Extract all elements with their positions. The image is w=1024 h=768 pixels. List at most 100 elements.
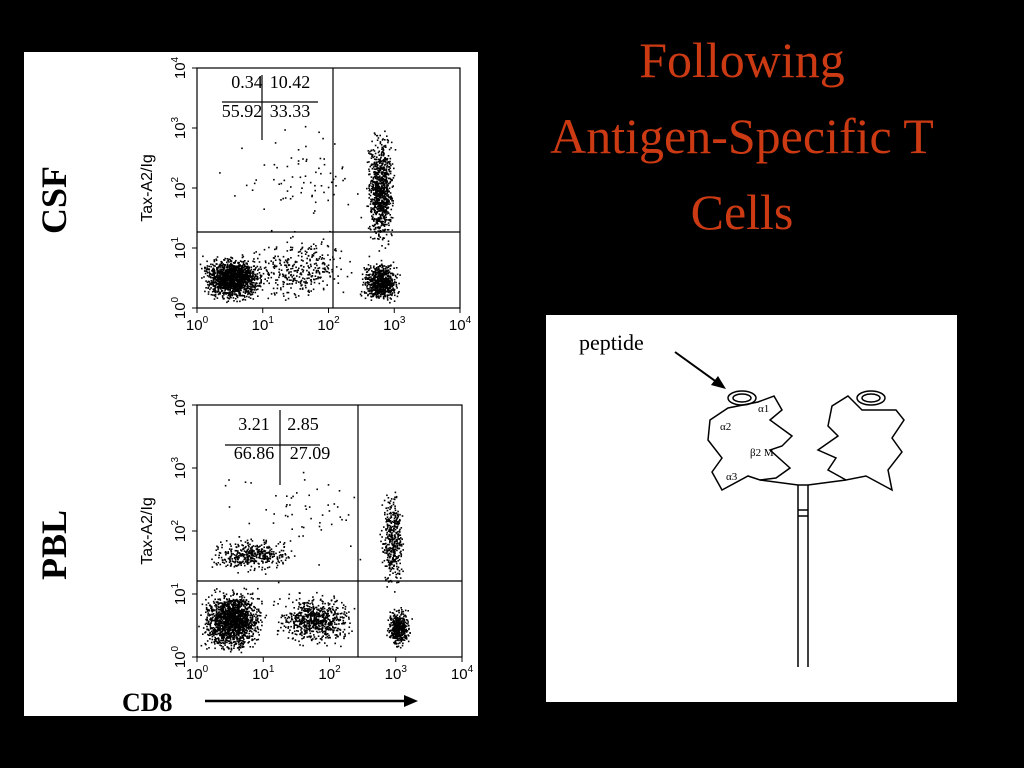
event-dot [227,266,229,269]
event-dot [213,269,216,272]
event-dot [318,273,321,275]
event-dot [300,272,302,274]
event-dot [390,196,393,199]
event-dot [267,297,270,300]
event-dot [282,255,285,258]
event-dot [310,245,312,248]
event-dot [224,279,226,281]
event-dot [213,290,215,292]
event-dot [208,284,211,286]
event-dot [315,259,318,261]
event-dot [385,168,388,170]
event-dot [376,189,379,191]
event-dot [387,279,390,282]
event-dot [327,245,330,248]
event-dot [388,201,390,203]
event-dot [253,286,256,288]
event-dot [231,283,233,286]
event-dot [218,285,220,288]
event-dot [223,602,226,605]
title-line: Cells [691,184,794,240]
event-dot [367,294,369,297]
event-dot [312,254,315,257]
event-dot [243,271,246,274]
event-dot [278,258,281,261]
event-dot [232,611,235,613]
event-dot [229,617,231,619]
event-dot [241,646,244,648]
event-dot [380,273,383,276]
event-dot [378,284,380,287]
event-dot [229,616,232,618]
event-dot [315,278,317,280]
event-dot [389,276,391,278]
event-dot [239,613,242,616]
event-dot [311,256,313,258]
event-dot [248,632,250,635]
event-dot [231,284,233,287]
event-dot [217,641,219,643]
event-dot [360,290,363,293]
event-dot [386,171,388,174]
event-dot [238,273,240,276]
event-dot [249,272,252,275]
event-dot [391,204,394,207]
event-dot [373,132,376,134]
event-dot [378,283,381,285]
event-dot [287,283,289,285]
event-dot [218,611,220,613]
event-dot [276,166,278,169]
event-dot [371,277,373,280]
event-dot [384,291,386,294]
event-dot [387,184,389,187]
event-dot [313,252,315,255]
event-dot [221,639,223,642]
event-dot [385,166,388,168]
event-dot [213,631,216,634]
event-dot [360,216,363,219]
event-dot [247,260,249,263]
event-dot [242,640,245,643]
event-dot [218,280,221,283]
event-dot [378,291,381,294]
event-dot [239,260,242,262]
event-dot [235,631,238,634]
event-dot [282,283,285,285]
event-dot [241,269,243,272]
event-dot [366,205,368,207]
tick-exp: 3 [170,116,181,122]
event-dot [297,251,300,253]
event-dot [240,651,243,654]
event-dot [202,255,204,258]
event-dot [249,607,251,609]
event-dot [323,271,326,273]
event-dot [238,279,241,281]
event-dot [245,599,248,601]
event-dot [393,267,395,269]
event-dot [231,620,233,623]
event-dot [243,587,246,590]
event-dot [376,280,379,283]
event-dot [217,267,219,269]
event-dot [280,288,282,291]
event-dot [213,260,216,263]
event-dot [301,247,303,250]
event-dot [219,278,221,280]
event-dot [297,160,300,162]
event-dot [374,268,376,270]
event-dot [229,636,232,639]
event-dot [239,646,242,649]
event-dot [285,260,288,263]
event-dot [225,634,228,637]
event-dot [379,189,381,192]
event-dot [235,637,237,639]
event-dot [232,634,234,637]
event-dot [219,631,222,633]
event-dot [248,275,251,277]
event-dot [390,216,393,219]
event-dot [381,148,383,150]
event-dot [283,261,286,264]
event-dot [381,146,383,149]
event-dot [376,173,378,175]
event-dot [373,150,376,152]
